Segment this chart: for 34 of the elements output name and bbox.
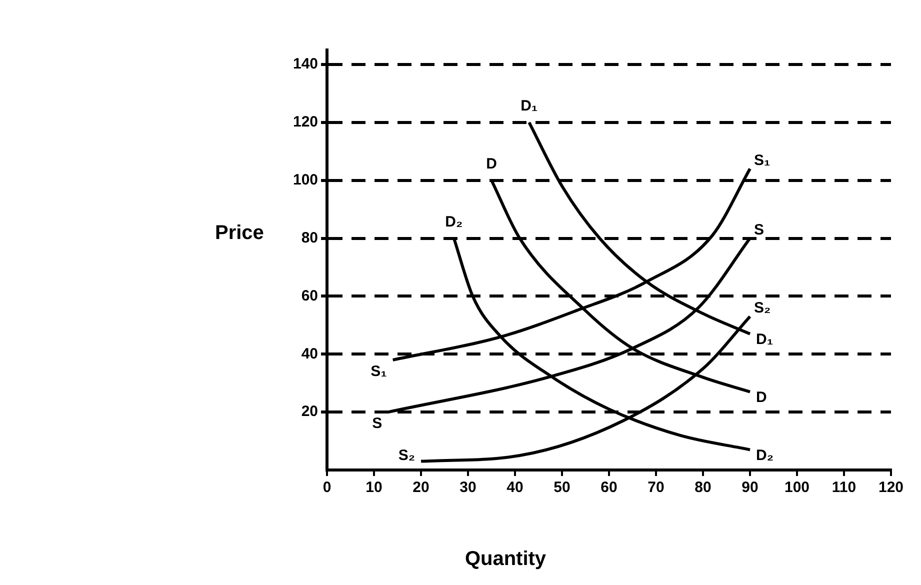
x-tick-label: 10 bbox=[366, 479, 382, 496]
x-tick-label: 110 bbox=[832, 479, 856, 496]
x-tick-label: 60 bbox=[600, 479, 618, 496]
y-tick-label: 80 bbox=[301, 229, 318, 246]
text: D₁ bbox=[520, 98, 538, 115]
x-tick-label: 40 bbox=[506, 479, 524, 496]
text: D₂ bbox=[445, 213, 463, 230]
text: D bbox=[486, 155, 497, 172]
x-tick-label: 120 bbox=[878, 479, 904, 496]
x-axis-title: Quantity bbox=[464, 548, 548, 571]
series-label: S₁ bbox=[754, 152, 770, 169]
x-tick-label: 80 bbox=[694, 479, 712, 496]
text: S bbox=[372, 415, 382, 432]
x-tick-label: 30 bbox=[460, 479, 476, 496]
y-tick-label: 140 bbox=[292, 56, 318, 73]
x-tick-label: 90 bbox=[742, 479, 758, 496]
y-axis-title: Price bbox=[215, 222, 264, 245]
y-tick-label: 100 bbox=[292, 171, 318, 188]
y-tick-label: 60 bbox=[301, 287, 318, 304]
y-tick-label: 120 bbox=[292, 114, 318, 131]
series-label: S bbox=[754, 221, 764, 238]
series-label: D bbox=[756, 388, 768, 406]
y-tick-label: 20 bbox=[301, 403, 318, 420]
series-label: D₁ bbox=[756, 331, 774, 348]
text: S₂ bbox=[398, 447, 416, 464]
x-tick-label: 20 bbox=[412, 479, 430, 496]
x-tick-label: 70 bbox=[648, 479, 664, 496]
series-label: D₂ bbox=[756, 446, 774, 464]
y-tick-label: 40 bbox=[301, 345, 318, 362]
text: S₁ bbox=[370, 363, 387, 380]
x-tick-label: 0 bbox=[322, 479, 332, 496]
series-label: S₂ bbox=[754, 300, 771, 317]
x-tick-label: 50 bbox=[554, 479, 570, 496]
x-tick-label: 100 bbox=[784, 479, 810, 496]
